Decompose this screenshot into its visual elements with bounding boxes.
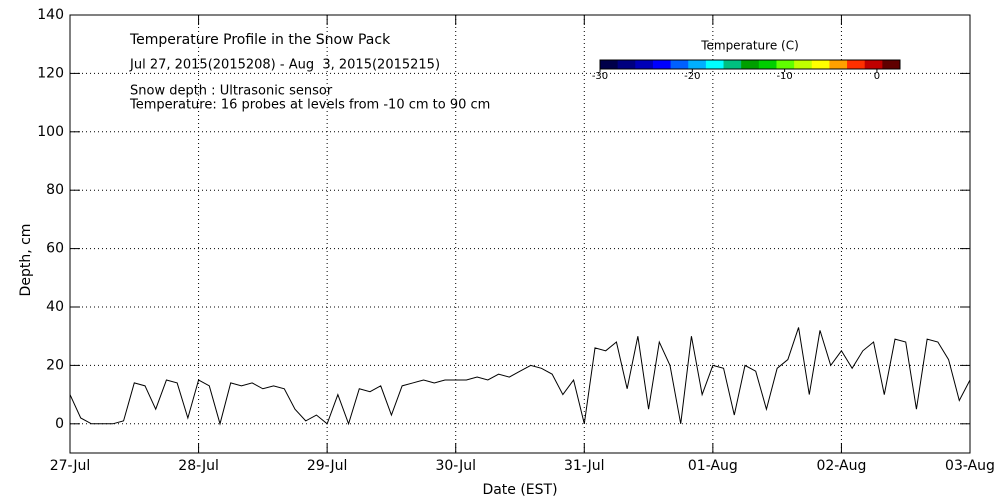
colorbar-tick-label: 0 bbox=[874, 71, 880, 82]
colorbar-segment bbox=[670, 60, 689, 69]
colorbar-segment bbox=[864, 60, 883, 69]
plot-frame bbox=[69, 14, 971, 454]
colorbar-segment bbox=[811, 60, 830, 69]
colorbar-tick-label: -10 bbox=[776, 71, 792, 82]
colorbar-segment bbox=[723, 60, 742, 69]
colorbar-segment bbox=[741, 60, 760, 69]
colorbar-segment bbox=[758, 60, 777, 69]
colorbar-tick-label: -30 bbox=[592, 71, 608, 82]
annotation: Snow depth : Ultrasonic sensor bbox=[130, 84, 333, 99]
x-tick-label: 02-Aug bbox=[816, 458, 866, 474]
colorbar-segment bbox=[776, 60, 795, 69]
x-axis-label: Date (EST) bbox=[482, 482, 557, 498]
colorbar-segment bbox=[829, 60, 848, 69]
chart-subtitle: Jul 27, 2015(2015208) - Aug 3, 2015(2015… bbox=[129, 58, 440, 73]
x-tick-label: 27-Jul bbox=[50, 458, 91, 474]
y-tick-label: 100 bbox=[37, 124, 64, 140]
y-tick-label: 40 bbox=[46, 299, 64, 315]
colorbar-segment bbox=[635, 60, 654, 69]
x-tick-label: 03-Aug bbox=[945, 458, 995, 474]
colorbar-segment bbox=[794, 60, 813, 69]
y-tick-label: 120 bbox=[37, 65, 64, 81]
colorbar-segment bbox=[617, 60, 636, 69]
x-tick-label: 31-Jul bbox=[564, 458, 605, 474]
y-tick-label: 140 bbox=[37, 7, 64, 23]
colorbar-segment bbox=[652, 60, 672, 69]
colorbar-segment bbox=[705, 60, 725, 69]
data-line bbox=[69, 327, 971, 426]
colorbar-title: Temperature (C) bbox=[700, 39, 799, 53]
chart-title: Temperature Profile in the Snow Pack bbox=[129, 32, 391, 48]
annotation: Temperature: 16 probes at levels from -1… bbox=[129, 98, 490, 113]
colorbar-frame bbox=[599, 59, 901, 70]
y-axis-label: Depth, cm bbox=[18, 224, 34, 297]
y-tick-label: 0 bbox=[55, 416, 64, 432]
y-tick-label: 20 bbox=[46, 357, 64, 373]
colorbar-segment bbox=[847, 60, 866, 69]
x-tick-label: 01-Aug bbox=[688, 458, 738, 474]
colorbar-segment bbox=[688, 60, 707, 69]
x-tick-label: 29-Jul bbox=[307, 458, 348, 474]
colorbar-segment bbox=[600, 60, 619, 69]
x-tick-label: 30-Jul bbox=[435, 458, 476, 474]
colorbar-segment bbox=[882, 60, 901, 69]
y-tick-label: 60 bbox=[46, 241, 64, 257]
colorbar-tick-label: -20 bbox=[684, 71, 700, 82]
y-tick-label: 80 bbox=[46, 182, 64, 198]
x-tick-label: 28-Jul bbox=[178, 458, 219, 474]
